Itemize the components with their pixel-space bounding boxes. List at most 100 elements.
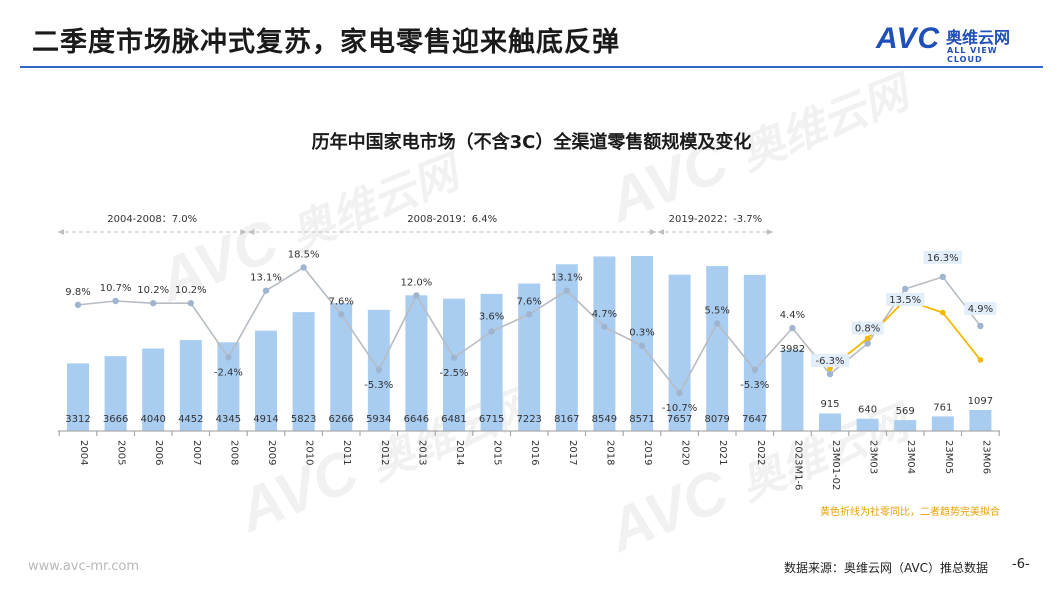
growth-label: 12.0%	[401, 277, 433, 288]
growth-point	[826, 370, 834, 378]
cagr-arrow	[766, 229, 773, 235]
bar-value-label: 6266	[328, 414, 353, 425]
x-tick-label: 2015	[492, 440, 503, 465]
bar-value-label: 8167	[554, 414, 579, 425]
growth-point	[789, 324, 796, 332]
bar-value-label: 7657	[667, 414, 692, 425]
bar-value-label: 7223	[516, 414, 541, 425]
bar	[555, 264, 578, 431]
bar-value-label: 8079	[704, 414, 729, 425]
growth-label-bg	[851, 321, 884, 335]
x-tick-label: 2007	[191, 440, 202, 465]
bar-value-label: 7647	[742, 414, 767, 425]
bar	[593, 256, 616, 431]
growth-point	[112, 297, 119, 305]
growth-point	[300, 264, 307, 271]
growth-label: 7.6%	[516, 296, 541, 307]
bar-value-label: 3312	[65, 414, 90, 425]
yellow-point	[940, 309, 946, 316]
growth-label: 13.1%	[250, 273, 282, 284]
cagr-arrow	[58, 229, 64, 235]
growth-point	[939, 273, 946, 281]
growth-label: 16.3%	[927, 253, 959, 264]
bar-value-label: 3666	[103, 414, 128, 425]
growth-point	[902, 285, 909, 293]
x-tick-label: 23M03	[868, 440, 879, 474]
x-tick-label: 2010	[304, 440, 315, 465]
bar	[706, 266, 729, 431]
bar	[292, 312, 315, 431]
x-tick-label: 2023M1-6	[792, 440, 803, 490]
bar-value-label: 8571	[629, 414, 654, 425]
x-tick-label: 2021	[717, 440, 728, 465]
chart-title: 历年中国家电市场（不含3C）全渠道零售额规模及变化	[311, 132, 752, 153]
growth-point	[751, 366, 758, 373]
cagr-arrow	[248, 229, 255, 235]
bar-value-label: 1097	[968, 396, 993, 407]
growth-point	[864, 340, 871, 347]
bar	[856, 418, 879, 431]
growth-label: 10.7%	[100, 283, 132, 294]
growth-point	[601, 323, 608, 330]
cagr-label: 2004-2008：7.0%	[107, 214, 197, 225]
x-tick-label: 2018	[604, 440, 615, 465]
growth-point	[676, 389, 683, 397]
growth-label: -5.3%	[364, 380, 393, 391]
growth-label: 4.4%	[780, 310, 805, 321]
bar	[443, 298, 465, 431]
logo-en: ALL VIEW CLOUD	[947, 46, 998, 64]
growth-label: -2.4%	[214, 367, 243, 378]
growth-point	[638, 342, 646, 349]
growth-point	[450, 354, 458, 361]
bar	[931, 416, 954, 431]
x-tick-label: 23M04	[905, 440, 916, 474]
growth-label: 9.8%	[65, 287, 90, 298]
growth-label: 10.2%	[137, 285, 169, 296]
x-tick-label: 23M06	[980, 440, 991, 474]
x-tick-label: 2016	[529, 440, 540, 465]
bar	[969, 410, 992, 431]
growth-point	[262, 287, 270, 294]
growth-label: 10.2%	[175, 285, 207, 296]
bar	[142, 348, 165, 431]
growth-label: -2.5%	[439, 368, 468, 379]
growth-point	[488, 328, 495, 335]
growth-label: 0.3%	[629, 328, 654, 339]
growth-point	[338, 311, 345, 318]
logo-cn: 奥维云网	[946, 28, 1011, 47]
cagr-label: 2019-2022：-3.7%	[669, 214, 763, 225]
x-tick-label: 2019	[642, 440, 653, 465]
footer-url[interactable]: www.avc-mr.com	[28, 559, 140, 574]
bar-value-label: 569	[896, 406, 915, 417]
x-tick-label: 2011	[341, 440, 352, 465]
bar-value-label: 915	[820, 399, 839, 410]
growth-label: -10.7%	[662, 403, 697, 414]
bar	[179, 340, 202, 431]
bar-value-label: 6646	[404, 414, 429, 425]
bar-value-label: 8549	[592, 414, 617, 425]
x-tick-label: 2009	[266, 440, 277, 465]
yellow-point	[827, 365, 833, 372]
avc-logo: AVC 奥维云网 ALL VIEW CLOUD	[876, 22, 1036, 64]
growth-point	[563, 287, 570, 294]
growth-point	[74, 301, 82, 309]
growth-point	[375, 366, 382, 373]
growth-point	[526, 311, 533, 318]
growth-label: 18.5%	[288, 249, 320, 260]
growth-point	[413, 292, 420, 299]
page-number: -6-	[1012, 557, 1030, 572]
x-tick-label: 2017	[567, 440, 578, 465]
footer-source: 数据来源：奥维云网（AVC）推总数据	[784, 561, 989, 575]
bar-value-label: 6715	[479, 414, 504, 425]
bar	[67, 363, 89, 431]
bar	[743, 274, 766, 431]
cagr-arrow	[658, 229, 664, 235]
bar-value-label: 4345	[216, 414, 241, 425]
page-title: 二季度市场脉冲式复苏，家电零售迎来触底反弹	[32, 27, 620, 58]
growth-point	[150, 299, 157, 307]
x-tick-label: 2005	[116, 440, 127, 465]
header-divider	[20, 66, 1043, 68]
x-tick-label: 23M05	[943, 440, 954, 474]
bar	[217, 342, 240, 431]
